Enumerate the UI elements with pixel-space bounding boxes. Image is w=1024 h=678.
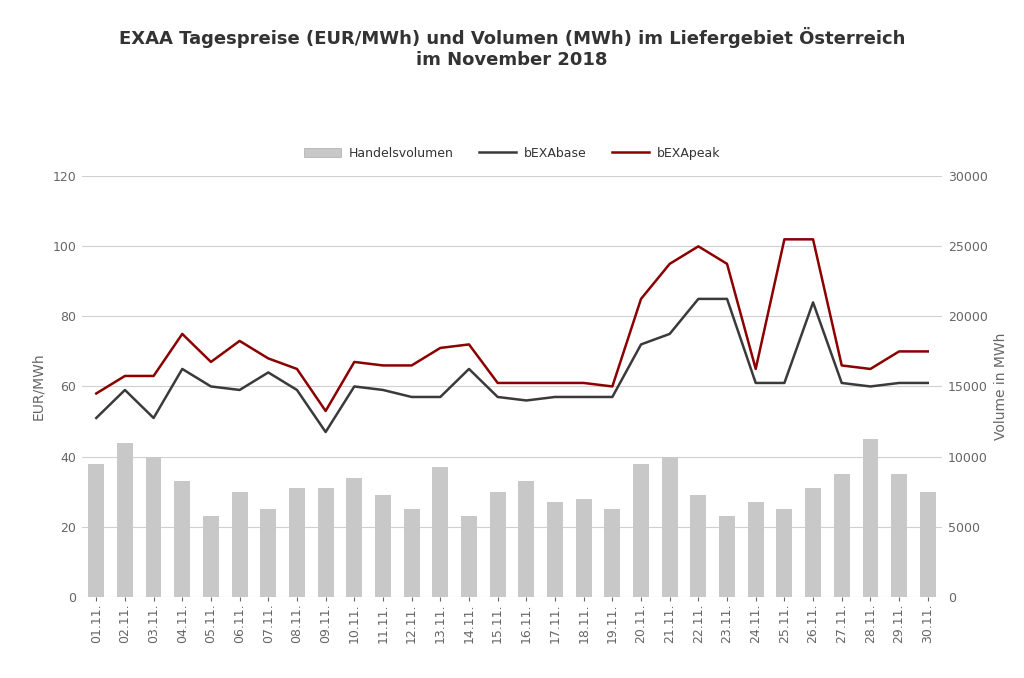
bEXAbase [147,414,160,422]
bEXApeak [778,235,791,243]
bEXAbase [377,386,389,394]
Bar [375,495,391,597]
bEXAbase [176,365,188,373]
bEXApeak [692,242,705,250]
bEXApeak [262,355,274,363]
Bar [117,443,133,597]
bEXApeak [807,235,819,243]
Bar [719,516,735,597]
bEXApeak [836,361,848,370]
Bar [461,516,477,597]
Bar [834,474,850,597]
Text: EXAA Tagespreise (EUR/MWh) und Volumen (MWh) im Liefergebiet Österreich
im Novem: EXAA Tagespreise (EUR/MWh) und Volumen (… [119,27,905,69]
Bar [289,488,305,597]
bEXAbase [291,386,303,394]
Legend: Handelsvolumen, bEXAbase, bEXApeak: Handelsvolumen, bEXAbase, bEXApeak [299,142,725,165]
bEXApeak [864,365,877,373]
bEXApeak [463,340,475,348]
bEXApeak [606,382,618,391]
bEXApeak [147,372,160,380]
Bar [88,464,104,597]
bEXApeak [90,389,102,397]
bEXApeak [721,260,733,268]
bEXApeak [578,379,590,387]
Bar [489,492,506,597]
bEXAbase [434,393,446,401]
bEXAbase [319,428,332,436]
Bar [260,509,276,597]
Line: bEXAbase: bEXAbase [96,299,928,432]
bEXApeak [377,361,389,370]
Bar [432,467,449,597]
Bar [575,498,592,597]
bEXAbase [836,379,848,387]
bEXAbase [262,368,274,376]
bEXApeak [750,365,762,373]
bEXAbase [778,379,791,387]
Bar [604,509,621,597]
bEXApeak [406,361,418,370]
Bar [145,456,162,597]
bEXApeak [319,407,332,415]
bEXAbase [893,379,905,387]
bEXAbase [664,330,676,338]
bEXAbase [692,295,705,303]
Bar [920,492,936,597]
Bar [403,509,420,597]
bEXAbase [90,414,102,422]
bEXAbase [721,295,733,303]
Line: bEXApeak: bEXApeak [96,239,928,411]
bEXApeak [492,379,504,387]
bEXAbase [922,379,934,387]
Bar [203,516,219,597]
bEXAbase [233,386,246,394]
bEXAbase [406,393,418,401]
bEXAbase [864,382,877,391]
bEXApeak [893,347,905,355]
Bar [662,456,678,597]
bEXApeak [664,260,676,268]
Bar [174,481,190,597]
bEXAbase [750,379,762,387]
bEXAbase [520,397,532,405]
bEXApeak [348,358,360,366]
bEXApeak [205,358,217,366]
bEXApeak [635,295,647,303]
bEXApeak [176,330,188,338]
Bar [547,502,563,597]
bEXApeak [291,365,303,373]
Bar [231,492,248,597]
bEXApeak [520,379,532,387]
bEXAbase [635,340,647,348]
bEXAbase [578,393,590,401]
bEXApeak [922,347,934,355]
bEXAbase [119,386,131,394]
Bar [346,477,362,597]
bEXAbase [807,298,819,306]
bEXAbase [492,393,504,401]
bEXApeak [119,372,131,380]
bEXApeak [434,344,446,352]
Bar [518,481,535,597]
Y-axis label: EUR/MWh: EUR/MWh [32,353,45,420]
bEXAbase [463,365,475,373]
Bar [805,488,821,597]
Bar [317,488,334,597]
Bar [891,474,907,597]
bEXAbase [549,393,561,401]
Bar [776,509,793,597]
Bar [690,495,707,597]
bEXApeak [233,337,246,345]
Y-axis label: Volume in MWh: Volume in MWh [994,333,1009,440]
bEXAbase [205,382,217,391]
bEXApeak [549,379,561,387]
Bar [633,464,649,597]
bEXAbase [606,393,618,401]
Bar [748,502,764,597]
bEXAbase [348,382,360,391]
Bar [862,439,879,597]
